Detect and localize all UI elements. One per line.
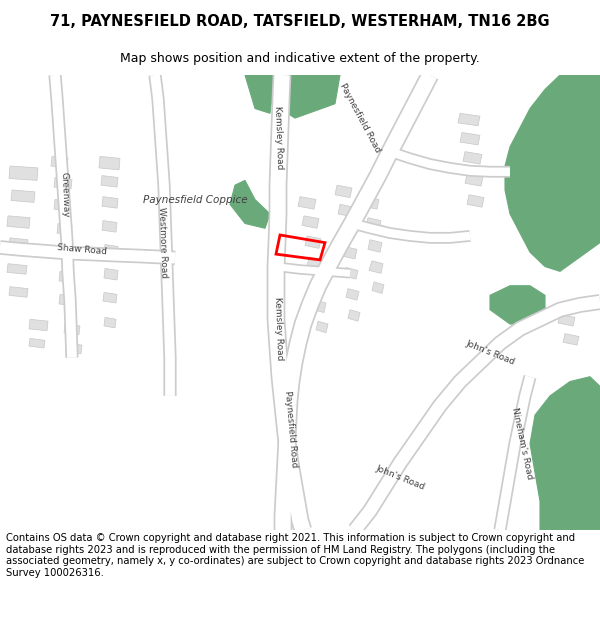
Polygon shape	[563, 334, 579, 345]
Text: Contains OS data © Crown copyright and database right 2021. This information is : Contains OS data © Crown copyright and d…	[6, 533, 584, 578]
Polygon shape	[298, 197, 316, 209]
Polygon shape	[305, 236, 321, 248]
Text: Westmore Road: Westmore Road	[157, 207, 169, 278]
Polygon shape	[346, 289, 359, 300]
Polygon shape	[465, 174, 483, 186]
Polygon shape	[67, 343, 82, 354]
Polygon shape	[57, 248, 72, 259]
Polygon shape	[340, 226, 356, 238]
Polygon shape	[372, 282, 384, 293]
Polygon shape	[7, 264, 27, 274]
Text: Kemsley Road: Kemsley Road	[274, 106, 284, 169]
Polygon shape	[302, 216, 319, 228]
Polygon shape	[558, 314, 575, 326]
Polygon shape	[369, 261, 383, 273]
Polygon shape	[335, 185, 352, 198]
Polygon shape	[102, 197, 118, 208]
Text: 71, PAYNESFIELD ROAD, TATSFIELD, WESTERHAM, TN16 2BG: 71, PAYNESFIELD ROAD, TATSFIELD, WESTERH…	[50, 14, 550, 29]
Polygon shape	[368, 240, 382, 252]
Polygon shape	[307, 257, 323, 269]
Polygon shape	[366, 217, 381, 230]
Polygon shape	[59, 271, 74, 283]
Polygon shape	[99, 156, 120, 170]
Polygon shape	[9, 166, 38, 181]
Polygon shape	[101, 176, 118, 187]
Polygon shape	[51, 156, 68, 168]
Polygon shape	[338, 204, 354, 217]
Text: Nineham's Road: Nineham's Road	[510, 407, 534, 481]
Polygon shape	[230, 181, 270, 228]
Polygon shape	[7, 216, 30, 228]
Polygon shape	[344, 268, 358, 279]
Polygon shape	[104, 269, 118, 280]
Polygon shape	[102, 221, 117, 232]
Polygon shape	[59, 294, 75, 306]
Polygon shape	[64, 324, 80, 334]
Polygon shape	[313, 300, 326, 312]
Text: Map shows position and indicative extent of the property.: Map shows position and indicative extent…	[120, 52, 480, 65]
Text: John's Road: John's Road	[464, 339, 516, 367]
Polygon shape	[463, 152, 482, 164]
Polygon shape	[505, 75, 600, 271]
Polygon shape	[54, 199, 70, 211]
Polygon shape	[245, 75, 275, 113]
Polygon shape	[9, 287, 28, 298]
Polygon shape	[11, 190, 35, 202]
Text: Shaw Road: Shaw Road	[57, 242, 107, 256]
Polygon shape	[467, 195, 484, 208]
Polygon shape	[9, 238, 28, 248]
Polygon shape	[104, 244, 118, 256]
Text: Greenway: Greenway	[60, 172, 70, 217]
Polygon shape	[57, 224, 72, 235]
Polygon shape	[490, 286, 545, 324]
Text: Paynesfield Coppice: Paynesfield Coppice	[143, 194, 247, 204]
Text: Paynesfield Road: Paynesfield Road	[283, 391, 299, 468]
Polygon shape	[348, 309, 360, 321]
Polygon shape	[54, 177, 72, 189]
Polygon shape	[310, 279, 325, 291]
Polygon shape	[29, 338, 45, 348]
Polygon shape	[458, 113, 480, 126]
Polygon shape	[363, 197, 379, 209]
Text: Paynesfield Road: Paynesfield Road	[338, 82, 382, 154]
Polygon shape	[103, 292, 117, 303]
Polygon shape	[104, 318, 116, 328]
Polygon shape	[316, 321, 328, 332]
Polygon shape	[280, 75, 340, 118]
Polygon shape	[530, 377, 600, 530]
Polygon shape	[342, 246, 357, 259]
Text: John's Road: John's Road	[374, 463, 426, 491]
Polygon shape	[460, 132, 480, 145]
Text: Kemsley Road: Kemsley Road	[274, 297, 284, 361]
Polygon shape	[29, 319, 48, 331]
